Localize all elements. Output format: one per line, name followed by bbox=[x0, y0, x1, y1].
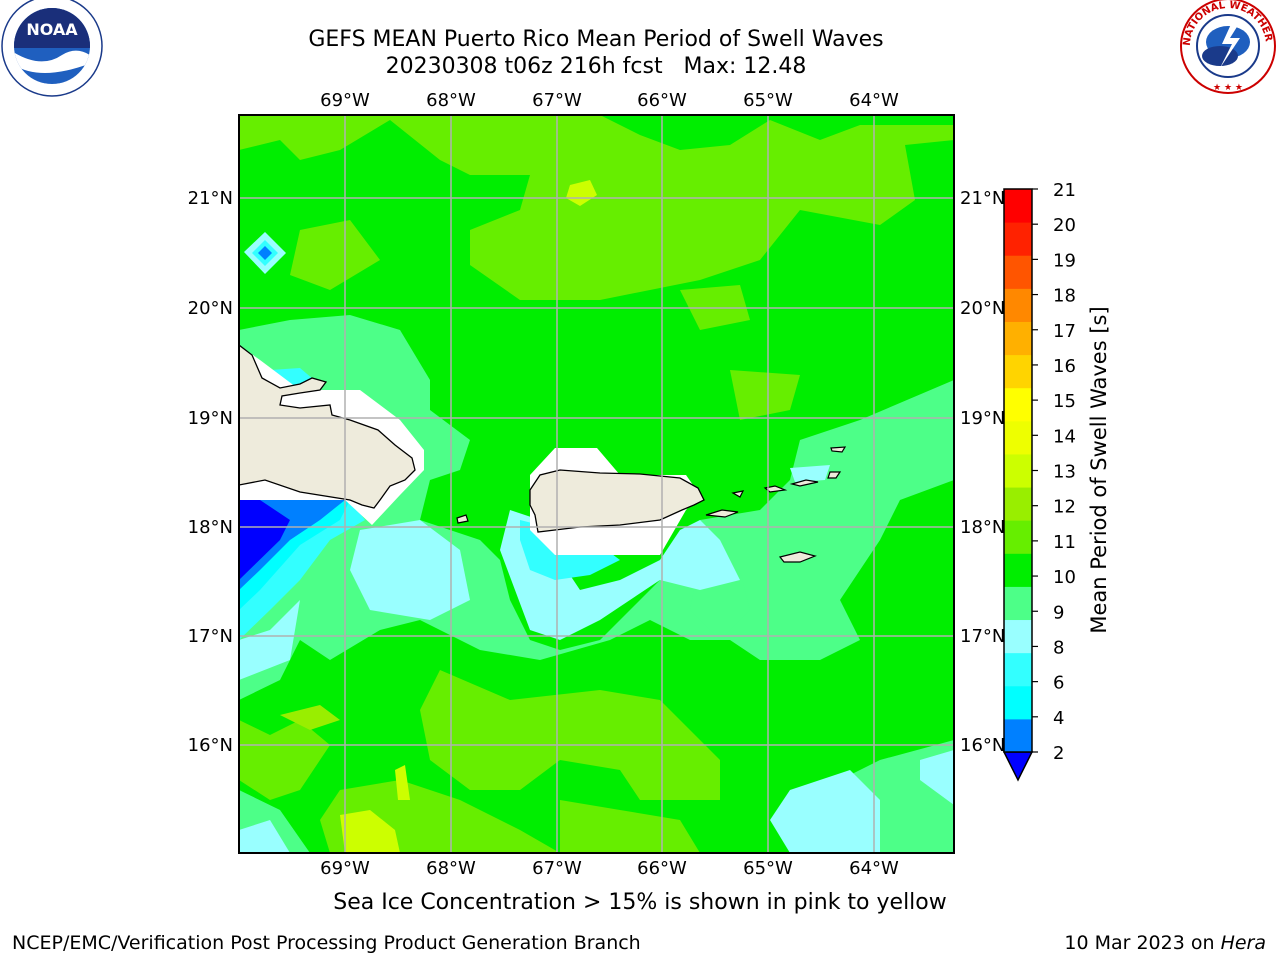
lon-label: 66°W bbox=[637, 858, 687, 879]
lat-label: 16°N bbox=[960, 735, 1005, 756]
lat-label: 20°N bbox=[960, 298, 1005, 319]
sombrero-land bbox=[830, 446, 847, 453]
sea-ice-note: Sea Ice Concentration > 15% is shown in … bbox=[333, 890, 947, 915]
colorbar-bin bbox=[1004, 453, 1032, 488]
colorbar-tick-label: 13 bbox=[1053, 462, 1076, 483]
colorbar-extend-triangle bbox=[1002, 751, 1034, 782]
lat-label: 17°N bbox=[188, 626, 233, 647]
graticule bbox=[239, 115, 954, 853]
colorbar-bin bbox=[1004, 553, 1032, 587]
footer-branch: NCEP/EMC/Verification Post Processing Pr… bbox=[12, 932, 641, 954]
colorbar-tick-label: 20 bbox=[1053, 215, 1076, 236]
lon-label: 69°W bbox=[320, 858, 370, 879]
colorbar-bin bbox=[1004, 189, 1032, 223]
st-croix-land bbox=[778, 551, 817, 563]
lat-label: 20°N bbox=[188, 298, 233, 319]
lon-label: 69°W bbox=[320, 90, 370, 111]
lat-label: 19°N bbox=[188, 408, 233, 429]
lat-labels-left: 21°N 20°N 19°N 18°N 17°N 16°N bbox=[188, 188, 233, 756]
colorbar-bin bbox=[1004, 619, 1032, 654]
colorbar-tick-label: 2 bbox=[1053, 743, 1064, 764]
colorbar-tick-label: 6 bbox=[1053, 673, 1064, 694]
lon-labels-bottom: 69°W 68°W 67°W 66°W 65°W 64°W bbox=[320, 858, 899, 879]
colorbar-bin bbox=[1004, 321, 1032, 356]
colorbar-bin bbox=[1004, 586, 1032, 621]
colorbar-tick-label: 8 bbox=[1053, 637, 1064, 658]
hispaniola-land bbox=[239, 344, 416, 509]
colorbar-tick-label: 18 bbox=[1053, 286, 1076, 307]
colorbar-tick-label: 19 bbox=[1053, 250, 1076, 271]
lat-label: 21°N bbox=[960, 188, 1005, 209]
colorbar-tick-label: 12 bbox=[1053, 497, 1076, 518]
chart-subtitle: 20230308 t06z 216h fcst Max: 12.48 bbox=[385, 54, 807, 79]
lon-label: 67°W bbox=[532, 858, 582, 879]
colorbar-bin bbox=[1004, 354, 1032, 389]
lat-label: 19°N bbox=[960, 408, 1005, 429]
bvi-land bbox=[789, 479, 819, 487]
mona-island bbox=[456, 514, 469, 524]
colorbar-label: Mean Period of Swell Waves [s] bbox=[1087, 306, 1111, 633]
puerto-rico-land bbox=[529, 469, 705, 533]
colorbar-tick-label: 16 bbox=[1053, 356, 1076, 377]
lon-label: 65°W bbox=[743, 858, 793, 879]
colorbar-bin bbox=[1004, 487, 1032, 521]
colorbar-tick-label: 17 bbox=[1053, 321, 1076, 342]
colorbar-bin bbox=[1004, 420, 1032, 455]
vieques-land bbox=[705, 509, 739, 518]
culebra-land bbox=[731, 490, 745, 498]
lat-label: 18°N bbox=[188, 517, 233, 538]
lon-label: 64°W bbox=[849, 858, 899, 879]
footer-machine: Hera bbox=[1220, 932, 1266, 954]
field-12-13-spot bbox=[566, 180, 597, 206]
colorbar-bin bbox=[1004, 718, 1032, 753]
colorbar: 2 4 6 8 9 10 11 12 13 14 15 16 17 18 19 20 21 bbox=[1002, 180, 1076, 782]
colorbar-bin bbox=[1004, 387, 1032, 422]
colorbar-tick-label: 14 bbox=[1053, 426, 1076, 447]
colorbar-bin bbox=[1004, 652, 1032, 687]
lat-label: 18°N bbox=[960, 517, 1005, 538]
footer-date-text: 10 Mar 2023 on bbox=[1064, 932, 1221, 954]
lon-label: 68°W bbox=[426, 858, 476, 879]
nws-ring-text: NATIONAL WEATHER SERVICE bbox=[0, 0, 1274, 46]
anegada-land bbox=[827, 471, 842, 479]
colorbar-tick-label: 9 bbox=[1053, 602, 1064, 623]
colorbar-bin bbox=[1004, 288, 1032, 322]
lon-label: 67°W bbox=[532, 90, 582, 111]
colorbar-tick-label: 15 bbox=[1053, 391, 1076, 412]
colorbar-tick-label: 11 bbox=[1053, 532, 1076, 553]
field-8-9 bbox=[350, 520, 470, 620]
map-frame bbox=[238, 114, 955, 854]
nws-stars: ★ ★ ★ bbox=[1213, 83, 1243, 93]
lat-label: 16°N bbox=[188, 735, 233, 756]
swell-period-field bbox=[239, 115, 954, 853]
lon-labels-top: 69°W 68°W 67°W 66°W 65°W 64°W bbox=[320, 90, 899, 111]
lat-labels-right: 21°N 20°N 19°N 18°N 17°N 16°N bbox=[960, 188, 1005, 756]
noaa-logo-text: NOAA bbox=[26, 20, 78, 39]
lon-label: 65°W bbox=[743, 90, 793, 111]
nws-logo: NATIONAL WEATHER SERVICE ★ ★ ★ bbox=[0, 0, 1276, 94]
colorbar-tick-label: 10 bbox=[1053, 567, 1076, 588]
noaa-logo: NOAA bbox=[1, 0, 103, 97]
colorbar-bin bbox=[1004, 255, 1032, 289]
colorbar-tick-label: 4 bbox=[1053, 708, 1064, 729]
lon-label: 68°W bbox=[426, 90, 476, 111]
colorbar-bin bbox=[1004, 222, 1032, 256]
lon-label: 64°W bbox=[849, 90, 899, 111]
lat-label: 21°N bbox=[188, 188, 233, 209]
footer-date: 10 Mar 2023 on Hera bbox=[1064, 932, 1266, 954]
colorbar-bin bbox=[1004, 685, 1032, 720]
lat-label: 17°N bbox=[960, 626, 1005, 647]
colorbar-tick-label: 21 bbox=[1053, 180, 1076, 201]
field-11-12-north bbox=[239, 115, 954, 300]
lon-label: 66°W bbox=[637, 90, 687, 111]
colorbar-bin bbox=[1004, 520, 1032, 554]
chart-title: GEFS MEAN Puerto Rico Mean Period of Swe… bbox=[308, 27, 884, 52]
